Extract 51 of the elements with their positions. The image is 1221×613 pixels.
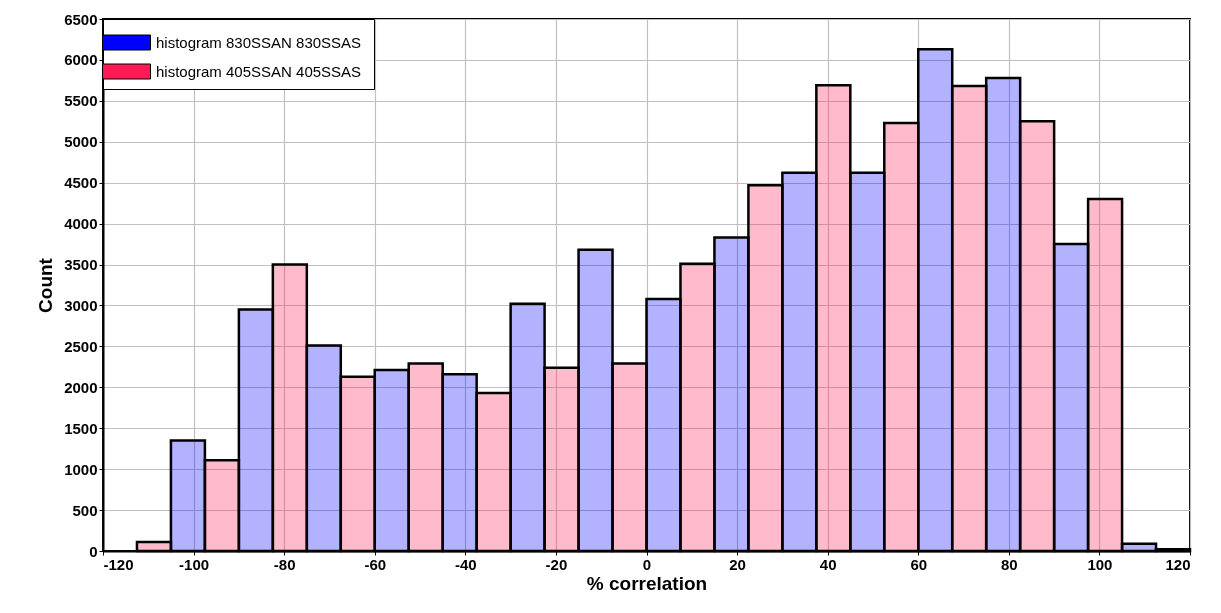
bar bbox=[271, 263, 309, 553]
y-tick-label: 5500 bbox=[64, 92, 98, 110]
x-tick-label: -100 bbox=[179, 555, 210, 573]
y-tick-label: 1000 bbox=[64, 460, 98, 478]
x-tick-label: 60 bbox=[910, 555, 928, 573]
y-tick-label: 4000 bbox=[64, 215, 98, 233]
x-tick-label: 120 bbox=[1165, 555, 1191, 573]
bar bbox=[950, 84, 988, 553]
x-tick-label: -60 bbox=[364, 555, 387, 573]
y-tick-label: 1500 bbox=[64, 419, 98, 437]
bar bbox=[883, 121, 920, 553]
legend-label: histogram 405SSAN 405SSAS bbox=[156, 62, 362, 80]
bar bbox=[611, 362, 648, 553]
x-tick-label: 40 bbox=[819, 555, 837, 573]
x-tick-label: -120 bbox=[103, 555, 134, 573]
bar bbox=[815, 84, 852, 553]
y-tick-label: 3500 bbox=[64, 256, 98, 274]
legend-label: histogram 830SSAN 830SSAS bbox=[156, 33, 362, 51]
x-tick-label: 20 bbox=[729, 555, 746, 573]
bar bbox=[577, 248, 614, 553]
bar bbox=[407, 362, 444, 553]
y-tick-label: 6500 bbox=[64, 10, 98, 28]
bar bbox=[135, 540, 173, 553]
bar bbox=[237, 308, 275, 553]
bar bbox=[1018, 120, 1056, 553]
y-tick-label: 5000 bbox=[64, 133, 98, 151]
x-tick-label: -40 bbox=[454, 555, 477, 573]
y-tick-label: 500 bbox=[72, 501, 98, 519]
y-tick-label: 4500 bbox=[64, 174, 98, 192]
bar bbox=[747, 183, 784, 553]
x-tick-label: -80 bbox=[273, 555, 296, 573]
bar bbox=[509, 302, 546, 553]
bar bbox=[169, 439, 207, 553]
x-axis-title: % correlation bbox=[586, 572, 708, 594]
bar bbox=[339, 375, 376, 553]
y-tick-label: 2000 bbox=[64, 378, 98, 396]
bar bbox=[203, 458, 241, 553]
bar bbox=[1086, 197, 1124, 553]
bar bbox=[1120, 542, 1158, 553]
bar bbox=[679, 262, 716, 553]
y-tick-label: 6000 bbox=[64, 51, 98, 69]
y-tick-label: 3000 bbox=[64, 296, 98, 314]
x-tick-label: 0 bbox=[642, 555, 652, 573]
y-tick-label: 2500 bbox=[64, 337, 98, 355]
x-tick-label: -20 bbox=[545, 555, 568, 573]
x-tick-label: 80 bbox=[1000, 555, 1018, 573]
x-tick-label: 100 bbox=[1087, 555, 1113, 573]
y-axis-title: Count bbox=[35, 257, 57, 313]
bar bbox=[475, 391, 512, 553]
bar bbox=[543, 366, 580, 553]
y-tick-label: 0 bbox=[89, 542, 98, 560]
